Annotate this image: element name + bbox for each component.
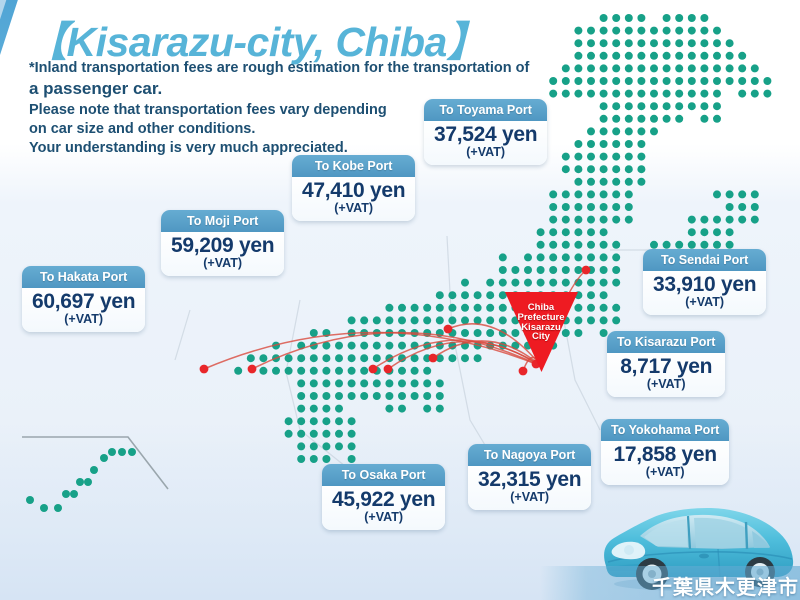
callout-sendai-port-amount: 33,910 yen (653, 273, 757, 296)
note-line-1: *Inland transportation fees are rough es… (29, 60, 530, 76)
callout-kisarazu-port[interactable]: To Kisarazu Port 8,717 yen (+VAT) (607, 331, 726, 397)
callout-moji-port[interactable]: To Moji Port 59,209 yen (+VAT) (161, 210, 285, 276)
callout-moji-port-vat: (+VAT) (203, 255, 243, 270)
callout-sendai-port-vat: (+VAT) (685, 294, 725, 309)
callout-osaka-port-amount: 45,922 yen (332, 488, 436, 511)
callout-kisarazu-port-vat: (+VAT) (646, 376, 686, 391)
callout-hakata-port-title: To Hakata Port (22, 266, 146, 288)
note-line-5: Your understanding is very much apprecia… (29, 140, 348, 157)
footer-band (540, 566, 800, 600)
kisarazu-location-marker (505, 292, 578, 372)
port-marker-dots (199, 265, 591, 376)
callout-sendai-port-title: To Sendai Port (643, 249, 767, 271)
callout-nagoya-port-amount: 32,315 yen (478, 468, 582, 491)
callout-moji-port-title: To Moji Port (161, 210, 285, 232)
callout-kisarazu-port-amount: 8,717 yen (620, 355, 713, 378)
callout-toyama-port-vat: (+VAT) (466, 144, 506, 159)
callout-toyama-port[interactable]: To Toyama Port 37,524 yen (+VAT) (424, 99, 548, 165)
note-line-4: on car size and other conditions. (29, 121, 256, 138)
callout-nagoya-port[interactable]: To Nagoya Port 32,315 yen (+VAT) (468, 444, 592, 510)
callout-moji-port-amount: 59,209 yen (171, 234, 275, 257)
footer-city-name: 千葉県木更津市 (652, 575, 799, 599)
callout-osaka-port-vat: (+VAT) (364, 509, 404, 524)
map-dot-grid (26, 14, 772, 512)
callout-kobe-port-title: To Kobe Port (292, 155, 416, 177)
callout-toyama-port-amount: 37,524 yen (434, 123, 538, 146)
okinawa-inset-frame (22, 436, 169, 490)
callout-osaka-port[interactable]: To Osaka Port 45,922 yen (+VAT) (322, 464, 446, 530)
shipping-route-arcs (203, 269, 587, 372)
callout-yokohama-port[interactable]: To Yokohama Port 17,858 yen (+VAT) (601, 419, 730, 485)
callout-kobe-port[interactable]: To Kobe Port 47,410 yen (+VAT) (292, 155, 416, 221)
callout-hakata-port-amount: 60,697 yen (32, 290, 136, 313)
callout-kisarazu-port-title: To Kisarazu Port (607, 331, 726, 353)
disclaimer-note: *Inland transportation fees are rough es… (29, 59, 569, 159)
callout-hakata-port-vat: (+VAT) (64, 311, 104, 326)
callout-toyama-port-title: To Toyama Port (424, 99, 548, 121)
callout-kobe-port-vat: (+VAT) (334, 200, 374, 215)
callout-osaka-port-title: To Osaka Port (322, 464, 446, 486)
callout-yokohama-port-title: To Yokohama Port (601, 419, 730, 441)
callout-yokohama-port-vat: (+VAT) (645, 464, 685, 479)
callout-hakata-port[interactable]: To Hakata Port 60,697 yen (+VAT) (22, 266, 146, 332)
callout-sendai-port[interactable]: To Sendai Port 33,910 yen (+VAT) (643, 249, 767, 315)
page-title: 【Kisarazu-city, Chiba】 (26, 19, 488, 65)
callout-nagoya-port-vat: (+VAT) (510, 489, 550, 504)
callout-yokohama-port-amount: 17,858 yen (613, 443, 718, 466)
note-line-3: Please note that transportation fees var… (29, 101, 387, 118)
callout-nagoya-port-title: To Nagoya Port (468, 444, 592, 466)
note-line-2: a passenger car. (29, 79, 163, 99)
callout-kobe-port-amount: 47,410 yen (302, 179, 406, 202)
